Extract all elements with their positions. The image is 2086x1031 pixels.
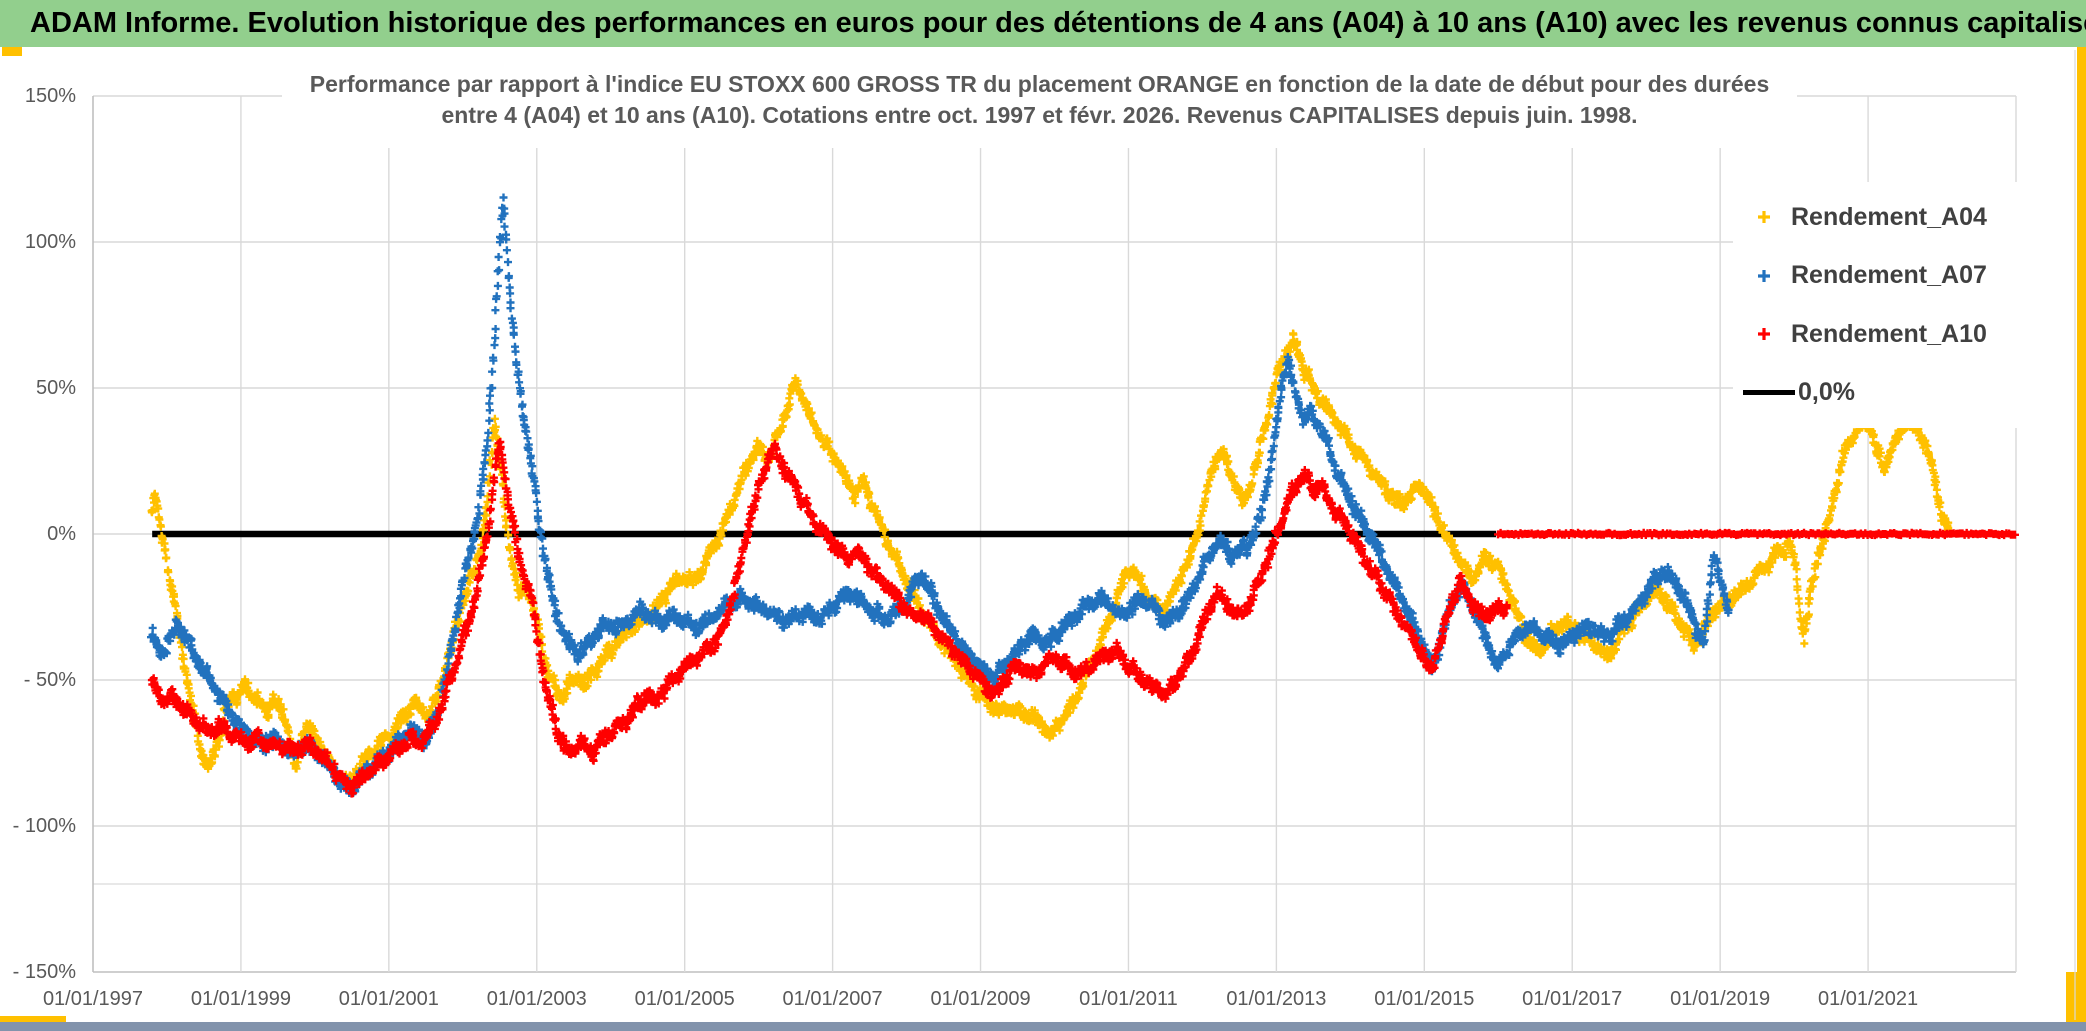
y-axis-label: 150% bbox=[24, 85, 76, 107]
page-title: ADAM Informe. Evolution historique des p… bbox=[0, 0, 2086, 47]
legend-item-rendement-a07[interactable]: Rendement_A07 bbox=[1741, 250, 2063, 302]
line-marker-icon bbox=[1743, 390, 1795, 396]
x-axis-label: 01/01/2017 bbox=[1522, 988, 1623, 1010]
y-axis-label: 50% bbox=[35, 377, 76, 399]
plus-marker-icon bbox=[1741, 325, 1787, 343]
bottom-scrollbar-strip[interactable] bbox=[0, 1022, 2086, 1031]
x-axis-label: 01/01/2011 bbox=[1079, 988, 1178, 1010]
x-axis-label: 01/01/2015 bbox=[1374, 988, 1475, 1010]
x-axis-label: 01/01/2013 bbox=[1226, 988, 1327, 1010]
y-axis-label: 0% bbox=[47, 523, 76, 545]
legend-label: 0,0% bbox=[1798, 378, 1855, 407]
x-axis-label: 01/01/1997 bbox=[42, 988, 144, 1010]
legend-item-rendement-a10[interactable]: Rendement_A10 bbox=[1741, 308, 2063, 360]
chart-legend: Rendement_A04 Rendement_A07 Rendement_A1… bbox=[1733, 182, 2063, 428]
top-left-accent-square bbox=[2, 47, 22, 56]
right-accent-bar bbox=[2077, 47, 2086, 1023]
x-axis-label: 01/01/2005 bbox=[634, 988, 735, 1010]
legend-item-rendement-a04[interactable]: Rendement_A04 bbox=[1741, 191, 2063, 243]
y-axis-label: - 150% bbox=[12, 961, 76, 983]
chart-title: Performance par rapport à l'indice EU ST… bbox=[282, 52, 1797, 148]
y-axis-label: 100% bbox=[24, 231, 76, 253]
x-axis-label: 01/01/2019 bbox=[1670, 988, 1771, 1010]
x-axis-label: 01/01/1999 bbox=[190, 988, 291, 1010]
legend-label: Rendement_A10 bbox=[1791, 319, 1987, 348]
legend-label: Rendement_A07 bbox=[1791, 261, 1987, 290]
legend-item-zero-line[interactable]: 0,0% bbox=[1741, 367, 2063, 419]
x-axis-label: 01/01/2003 bbox=[486, 988, 587, 1010]
plus-marker-icon bbox=[1741, 208, 1787, 226]
chart-title-line1: Performance par rapport à l'indice EU ST… bbox=[309, 71, 1770, 97]
x-axis-label: 01/01/2007 bbox=[782, 988, 883, 1010]
bottom-right-accent bbox=[2066, 972, 2086, 1023]
y-axis-label: - 100% bbox=[12, 815, 76, 837]
chart-title-line2: entre 4 (A04) et 10 ans (A10). Cotations… bbox=[441, 102, 1638, 128]
x-axis-label: 01/01/2001 bbox=[338, 988, 439, 1010]
x-axis-label: 01/01/2021 bbox=[1818, 988, 1919, 1010]
y-axis-label: - 50% bbox=[23, 669, 76, 691]
plus-marker-icon bbox=[1741, 267, 1787, 285]
x-axis-label: 01/01/2009 bbox=[930, 988, 1031, 1010]
legend-label: Rendement_A04 bbox=[1791, 202, 1987, 231]
